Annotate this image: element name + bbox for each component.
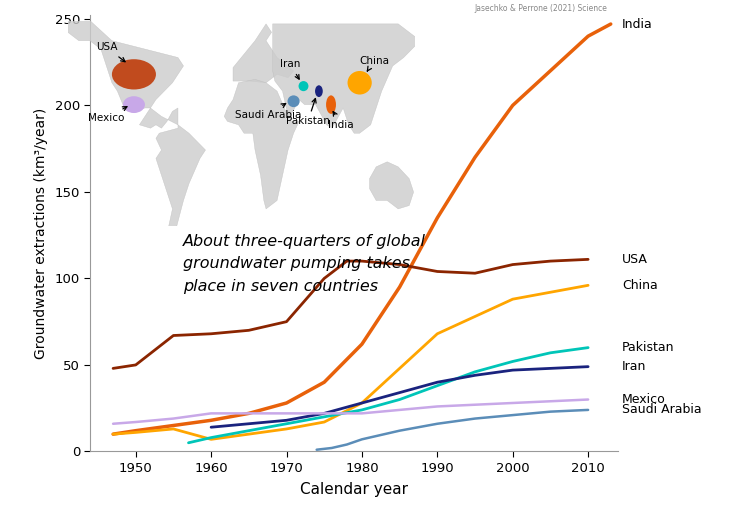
Text: Saudi Arabia: Saudi Arabia	[235, 104, 302, 120]
Polygon shape	[68, 21, 206, 243]
Ellipse shape	[287, 95, 299, 107]
Text: Pakistan: Pakistan	[622, 341, 675, 354]
Text: China: China	[622, 279, 657, 292]
Text: India: India	[622, 17, 653, 31]
Ellipse shape	[299, 81, 308, 91]
Y-axis label: Groundwater extractions (km³/year): Groundwater extractions (km³/year)	[34, 108, 48, 359]
Text: India: India	[328, 111, 354, 130]
Polygon shape	[224, 80, 299, 209]
Ellipse shape	[112, 59, 156, 89]
Polygon shape	[233, 24, 293, 83]
Text: China: China	[359, 56, 389, 71]
Text: Mexico: Mexico	[622, 393, 666, 406]
Ellipse shape	[326, 95, 336, 114]
X-axis label: Calendar year: Calendar year	[300, 482, 409, 497]
Text: Pakistan: Pakistan	[286, 98, 329, 126]
Text: About three-quarters of global
groundwater pumping takes
place in seven countrie: About three-quarters of global groundwat…	[182, 234, 426, 293]
Ellipse shape	[123, 96, 145, 113]
Polygon shape	[369, 162, 414, 209]
Text: Iran: Iran	[622, 360, 646, 373]
Ellipse shape	[315, 85, 323, 97]
Text: Iran: Iran	[280, 59, 300, 79]
Text: Mexico: Mexico	[88, 107, 127, 123]
Text: USA: USA	[622, 253, 648, 266]
Text: Jasechko & Perrone (2021) Science: Jasechko & Perrone (2021) Science	[475, 4, 608, 13]
Text: Saudi Arabia: Saudi Arabia	[622, 403, 702, 417]
Polygon shape	[273, 24, 420, 133]
Ellipse shape	[348, 71, 372, 94]
Text: USA: USA	[96, 43, 125, 62]
